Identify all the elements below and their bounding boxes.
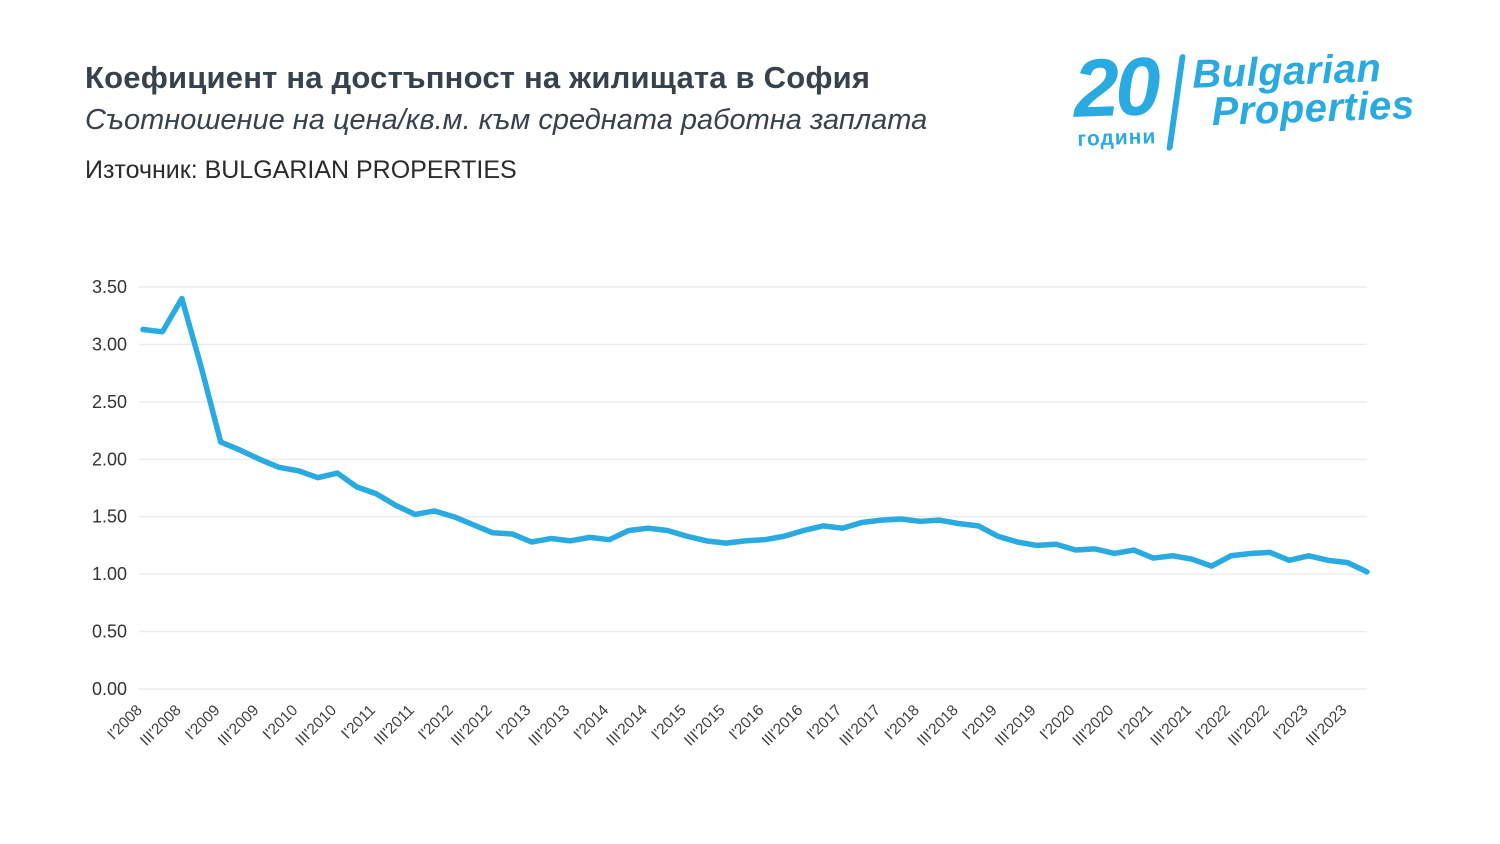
x-tick-labels: I'2008III'2008I'2009III'2009I'2010III'20… <box>104 702 1350 750</box>
data-line <box>140 295 1370 575</box>
affordability-line-chart: 0.00 0.50 1.00 1.50 2.00 2.50 3.00 3.50 I'2008II… <box>92 277 1370 750</box>
x-tick-label: III'2015 <box>681 702 729 750</box>
x-tick-label: III'2021 <box>1147 702 1195 750</box>
x-tick-label: III'2022 <box>1225 702 1273 750</box>
x-tick-label: III'2013 <box>526 702 574 750</box>
logo-number: 20 <box>1071 41 1159 135</box>
page-subtitle: Съотношение на цена/кв.м. към средната р… <box>85 104 928 136</box>
y-tick-label: 0.50 <box>92 622 127 642</box>
page-title: Коефициент на достъпност на жилищата в С… <box>85 60 871 95</box>
x-tick-label: III'2012 <box>448 702 496 750</box>
x-tick-label: III'2019 <box>992 702 1040 750</box>
y-tick-label: 1.00 <box>92 564 127 584</box>
x-tick-label: III'2009 <box>215 702 263 750</box>
x-tick-label: III'2008 <box>137 702 185 750</box>
y-tick-label: 2.50 <box>92 392 127 412</box>
chart-area: 0.00 0.50 1.00 1.50 2.00 2.50 3.00 3.50 I'2008 II… <box>0 240 1500 844</box>
x-tick-label: III'2010 <box>292 702 340 750</box>
logo-divider <box>1166 53 1186 151</box>
x-tick-label: III'2016 <box>759 702 807 750</box>
source-label: Източник: BULGARIAN PROPERTIES <box>85 156 517 184</box>
logo-brand-line2: Properties <box>1210 83 1416 135</box>
logo-20-years: 20 години <box>1071 41 1159 152</box>
y-tick-label: 1.50 <box>92 507 127 527</box>
chart-header: Коефициент на достъпност на жилищата в С… <box>85 60 927 137</box>
x-tick-label: III'2017 <box>836 702 884 750</box>
y-tick-label: 2.00 <box>92 449 127 469</box>
y-tick-label: 0.00 <box>92 679 127 699</box>
x-tick-label: III'2011 <box>371 702 418 749</box>
y-tick-label: 3.00 <box>92 334 127 354</box>
affordability-series-line <box>140 295 1370 575</box>
x-tick-label: III'2020 <box>1070 702 1118 750</box>
y-tick-label: 3.50 <box>92 277 127 297</box>
logo-years-label: години <box>1076 125 1157 151</box>
y-tick-labels: 0.00 0.50 1.00 1.50 2.00 2.50 3.00 3.50 <box>92 277 127 699</box>
x-tick-label: III'2018 <box>914 702 962 750</box>
logo-brand: Bulgarian Properties <box>1191 46 1416 135</box>
bulgarian-properties-logo: 20 години Bulgarian Properties <box>1071 41 1416 154</box>
x-tick-label: III'2014 <box>603 702 651 750</box>
x-tick-label: III'2023 <box>1303 702 1351 750</box>
y-gridlines <box>139 286 1367 690</box>
